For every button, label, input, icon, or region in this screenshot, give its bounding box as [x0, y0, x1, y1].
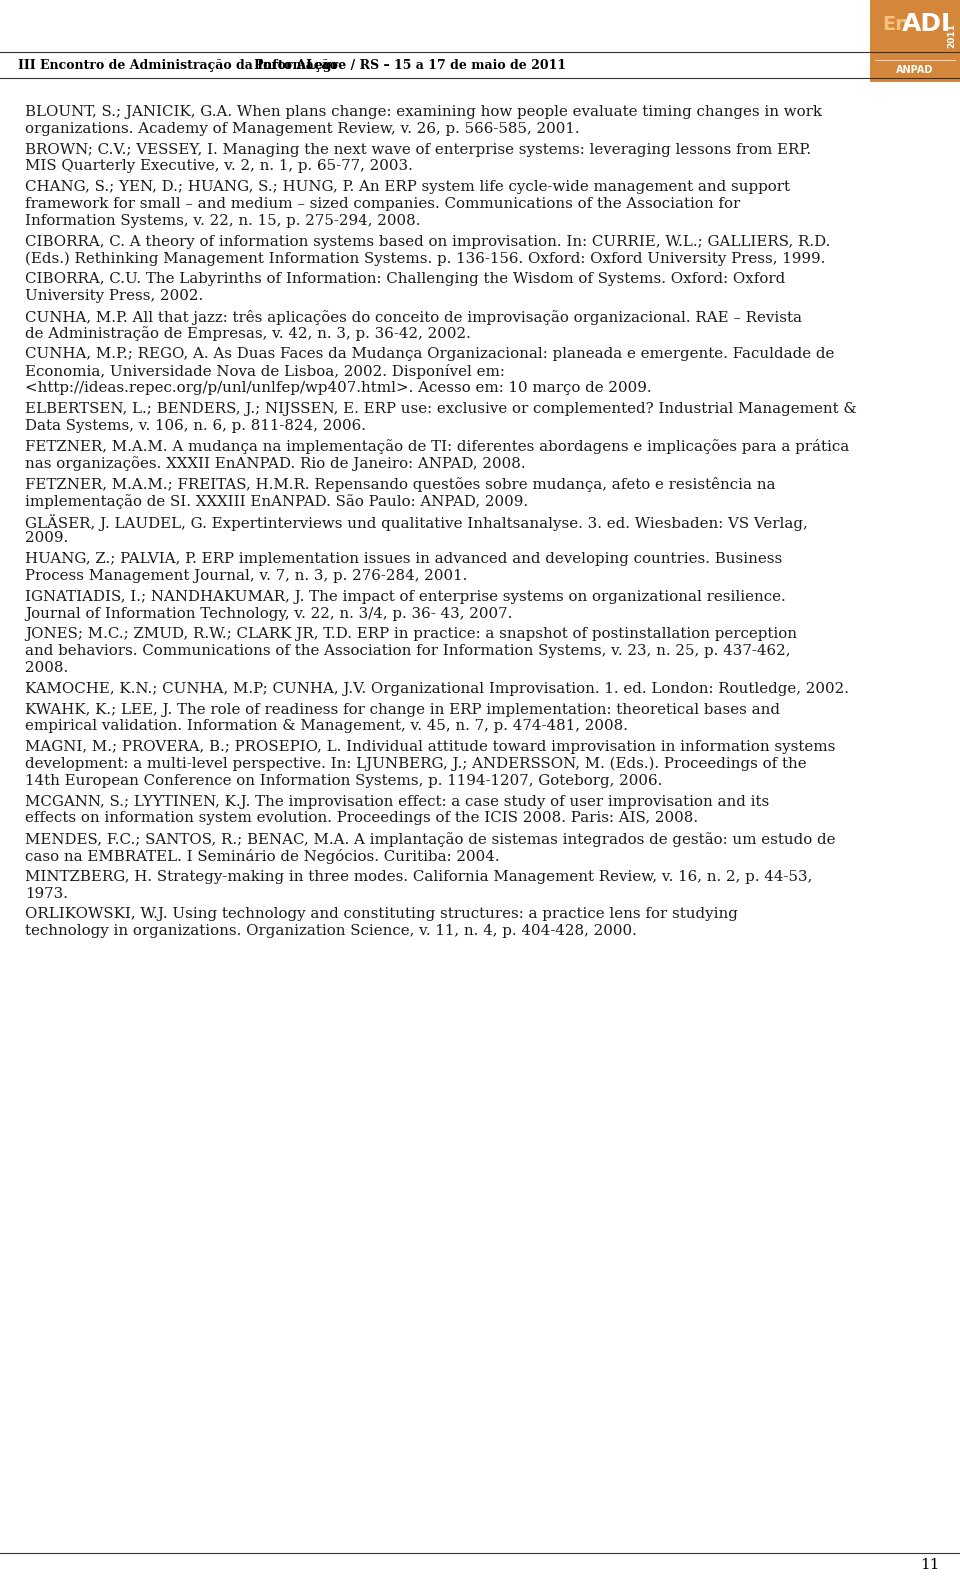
Text: implementação de SI. XXXIII EnANPAD. São Paulo: ANPAD, 2009.: implementação de SI. XXXIII EnANPAD. São…	[25, 494, 528, 508]
Text: ANPAD: ANPAD	[897, 65, 934, 74]
Text: GLÄSER, J. LAUDEL, G. Expertinterviews und qualitative Inhaltsanalyse. 3. ed. Wi: GLÄSER, J. LAUDEL, G. Expertinterviews u…	[25, 514, 807, 532]
Text: BLOUNT, S.; JANICIK, G.A. When plans change: examining how people evaluate timin: BLOUNT, S.; JANICIK, G.A. When plans cha…	[25, 104, 822, 119]
Text: framework for small – and medium – sized companies. Communications of the Associ: framework for small – and medium – sized…	[25, 196, 740, 211]
Text: FETZNER, M.A.M. A mudança na implementação de TI: diferentes abordagens e implic: FETZNER, M.A.M. A mudança na implementaç…	[25, 440, 850, 454]
Text: MENDES, F.C.; SANTOS, R.; BENAC, M.A. A implantação de sistemas integrados de ge: MENDES, F.C.; SANTOS, R.; BENAC, M.A. A …	[25, 833, 835, 847]
Text: BROWN; C.V.; VESSEY, I. Managing the next wave of enterprise systems: leveraging: BROWN; C.V.; VESSEY, I. Managing the nex…	[25, 142, 811, 157]
Text: ELBERTSEN, L.; BENDERS, J.; NIJSSEN, E. ERP use: exclusive or complemented? Indu: ELBERTSEN, L.; BENDERS, J.; NIJSSEN, E. …	[25, 402, 856, 416]
Bar	[870, 0, 960, 82]
Text: Process Management Journal, v. 7, n. 3, p. 276-284, 2001.: Process Management Journal, v. 7, n. 3, …	[25, 568, 468, 583]
Text: effects on information system evolution. Proceedings of the ICIS 2008. Paris: AI: effects on information system evolution.…	[25, 812, 698, 825]
Text: CIBORRA, C.U. The Labyrinths of Information: Challenging the Wisdom of Systems. : CIBORRA, C.U. The Labyrinths of Informat…	[25, 272, 785, 287]
Text: En: En	[882, 14, 909, 33]
Text: 2008.: 2008.	[25, 662, 68, 674]
Text: CUNHA, M.P.; REGO, A. As Duas Faces da Mudança Organizacional: planeada e emerge: CUNHA, M.P.; REGO, A. As Duas Faces da M…	[25, 347, 834, 361]
Text: 14th European Conference on Information Systems, p. 1194-1207, Goteborg, 2006.: 14th European Conference on Information …	[25, 774, 662, 788]
Text: (Eds.) Rethinking Management Information Systems. p. 136-156. Oxford: Oxford Uni: (Eds.) Rethinking Management Information…	[25, 252, 826, 266]
Text: organizations. Academy of Management Review, v. 26, p. 566-585, 2001.: organizations. Academy of Management Rev…	[25, 122, 580, 136]
Text: CUNHA, M.P. All that jazz: três aplicações do conceito de improvisação organizac: CUNHA, M.P. All that jazz: três aplicaçõ…	[25, 310, 802, 325]
Text: CHANG, S.; YEN, D.; HUANG, S.; HUNG, P. An ERP system life cycle-wide management: CHANG, S.; YEN, D.; HUANG, S.; HUNG, P. …	[25, 180, 790, 195]
Text: caso na EMBRATEL. I Seminário de Negócios. Curitiba: 2004.: caso na EMBRATEL. I Seminário de Negócio…	[25, 848, 499, 864]
Text: MCGANN, S.; LYYTINEN, K.J. The improvisation effect: a case study of user improv: MCGANN, S.; LYYTINEN, K.J. The improvisa…	[25, 795, 769, 809]
Text: <http://ideas.repec.org/p/unl/unlfep/wp407.html>. Acesso em: 10 março de 2009.: <http://ideas.repec.org/p/unl/unlfep/wp4…	[25, 382, 652, 396]
Text: Economia, Universidade Nova de Lisboa, 2002. Disponível em:: Economia, Universidade Nova de Lisboa, 2…	[25, 364, 505, 380]
Text: 11: 11	[921, 1558, 940, 1572]
Text: III Encontro de Administração da Informação: III Encontro de Administração da Informa…	[18, 59, 338, 71]
Text: MINTZBERG, H. Strategy-making in three modes. California Management Review, v. 1: MINTZBERG, H. Strategy-making in three m…	[25, 869, 812, 883]
Text: Porto ALegre / RS – 15 a 17 de maio de 2011: Porto ALegre / RS – 15 a 17 de maio de 2…	[254, 59, 566, 71]
Text: FETZNER, M.A.M.; FREITAS, H.M.R. Repensando questões sobre mudança, afeto e resi: FETZNER, M.A.M.; FREITAS, H.M.R. Repensa…	[25, 476, 776, 492]
Text: CIBORRA, C. A theory of information systems based on improvisation. In: CURRIE, : CIBORRA, C. A theory of information syst…	[25, 234, 830, 249]
Text: Data Systems, v. 106, n. 6, p. 811-824, 2006.: Data Systems, v. 106, n. 6, p. 811-824, …	[25, 418, 366, 432]
Text: University Press, 2002.: University Press, 2002.	[25, 290, 204, 302]
Text: JONES; M.C.; ZMUD, R.W.; CLARK JR, T.D. ERP in practice: a snapshot of postinsta: JONES; M.C.; ZMUD, R.W.; CLARK JR, T.D. …	[25, 627, 797, 641]
Text: HUANG, Z.; PALVIA, P. ERP implementation issues in advanced and developing count: HUANG, Z.; PALVIA, P. ERP implementation…	[25, 552, 782, 567]
Text: MIS Quarterly Executive, v. 2, n. 1, p. 65-77, 2003.: MIS Quarterly Executive, v. 2, n. 1, p. …	[25, 160, 413, 174]
Text: technology in organizations. Organization Science, v. 11, n. 4, p. 404-428, 2000: technology in organizations. Organizatio…	[25, 924, 636, 939]
Text: de Administração de Empresas, v. 42, n. 3, p. 36-42, 2002.: de Administração de Empresas, v. 42, n. …	[25, 326, 470, 342]
Text: ORLIKOWSKI, W.J. Using technology and constituting structures: a practice lens f: ORLIKOWSKI, W.J. Using technology and co…	[25, 907, 738, 921]
Text: ADI: ADI	[902, 13, 951, 36]
Text: Journal of Information Technology, v. 22, n. 3/4, p. 36- 43, 2007.: Journal of Information Technology, v. 22…	[25, 606, 513, 621]
Text: development: a multi-level perspective. In: LJUNBERG, J.; ANDERSSON, M. (Eds.). : development: a multi-level perspective. …	[25, 757, 806, 771]
Text: nas organizações. XXXII EnANPAD. Rio de Janeiro: ANPAD, 2008.: nas organizações. XXXII EnANPAD. Rio de …	[25, 456, 526, 472]
Text: 2009.: 2009.	[25, 532, 68, 546]
Text: 1973.: 1973.	[25, 886, 68, 901]
Text: Information Systems, v. 22, n. 15, p. 275-294, 2008.: Information Systems, v. 22, n. 15, p. 27…	[25, 214, 420, 228]
Text: IGNATIADIS, I.; NANDHAKUMAR, J. The impact of enterprise systems on organization: IGNATIADIS, I.; NANDHAKUMAR, J. The impa…	[25, 590, 785, 603]
Text: empirical validation. Information & Management, v. 45, n. 7, p. 474-481, 2008.: empirical validation. Information & Mana…	[25, 719, 628, 733]
Text: and behaviors. Communications of the Association for Information Systems, v. 23,: and behaviors. Communications of the Ass…	[25, 644, 790, 659]
Text: KAMOCHE, K.N.; CUNHA, M.P; CUNHA, J.V. Organizational Improvisation. 1. ed. Lond: KAMOCHE, K.N.; CUNHA, M.P; CUNHA, J.V. O…	[25, 682, 849, 697]
Text: MAGNI, M.; PROVERA, B.; PROSEPIO, L. Individual attitude toward improvisation in: MAGNI, M.; PROVERA, B.; PROSEPIO, L. Ind…	[25, 741, 835, 754]
Text: 2011: 2011	[948, 24, 956, 49]
Text: KWAHK, K.; LEE, J. The role of readiness for change in ERP implementation: theor: KWAHK, K.; LEE, J. The role of readiness…	[25, 703, 780, 717]
